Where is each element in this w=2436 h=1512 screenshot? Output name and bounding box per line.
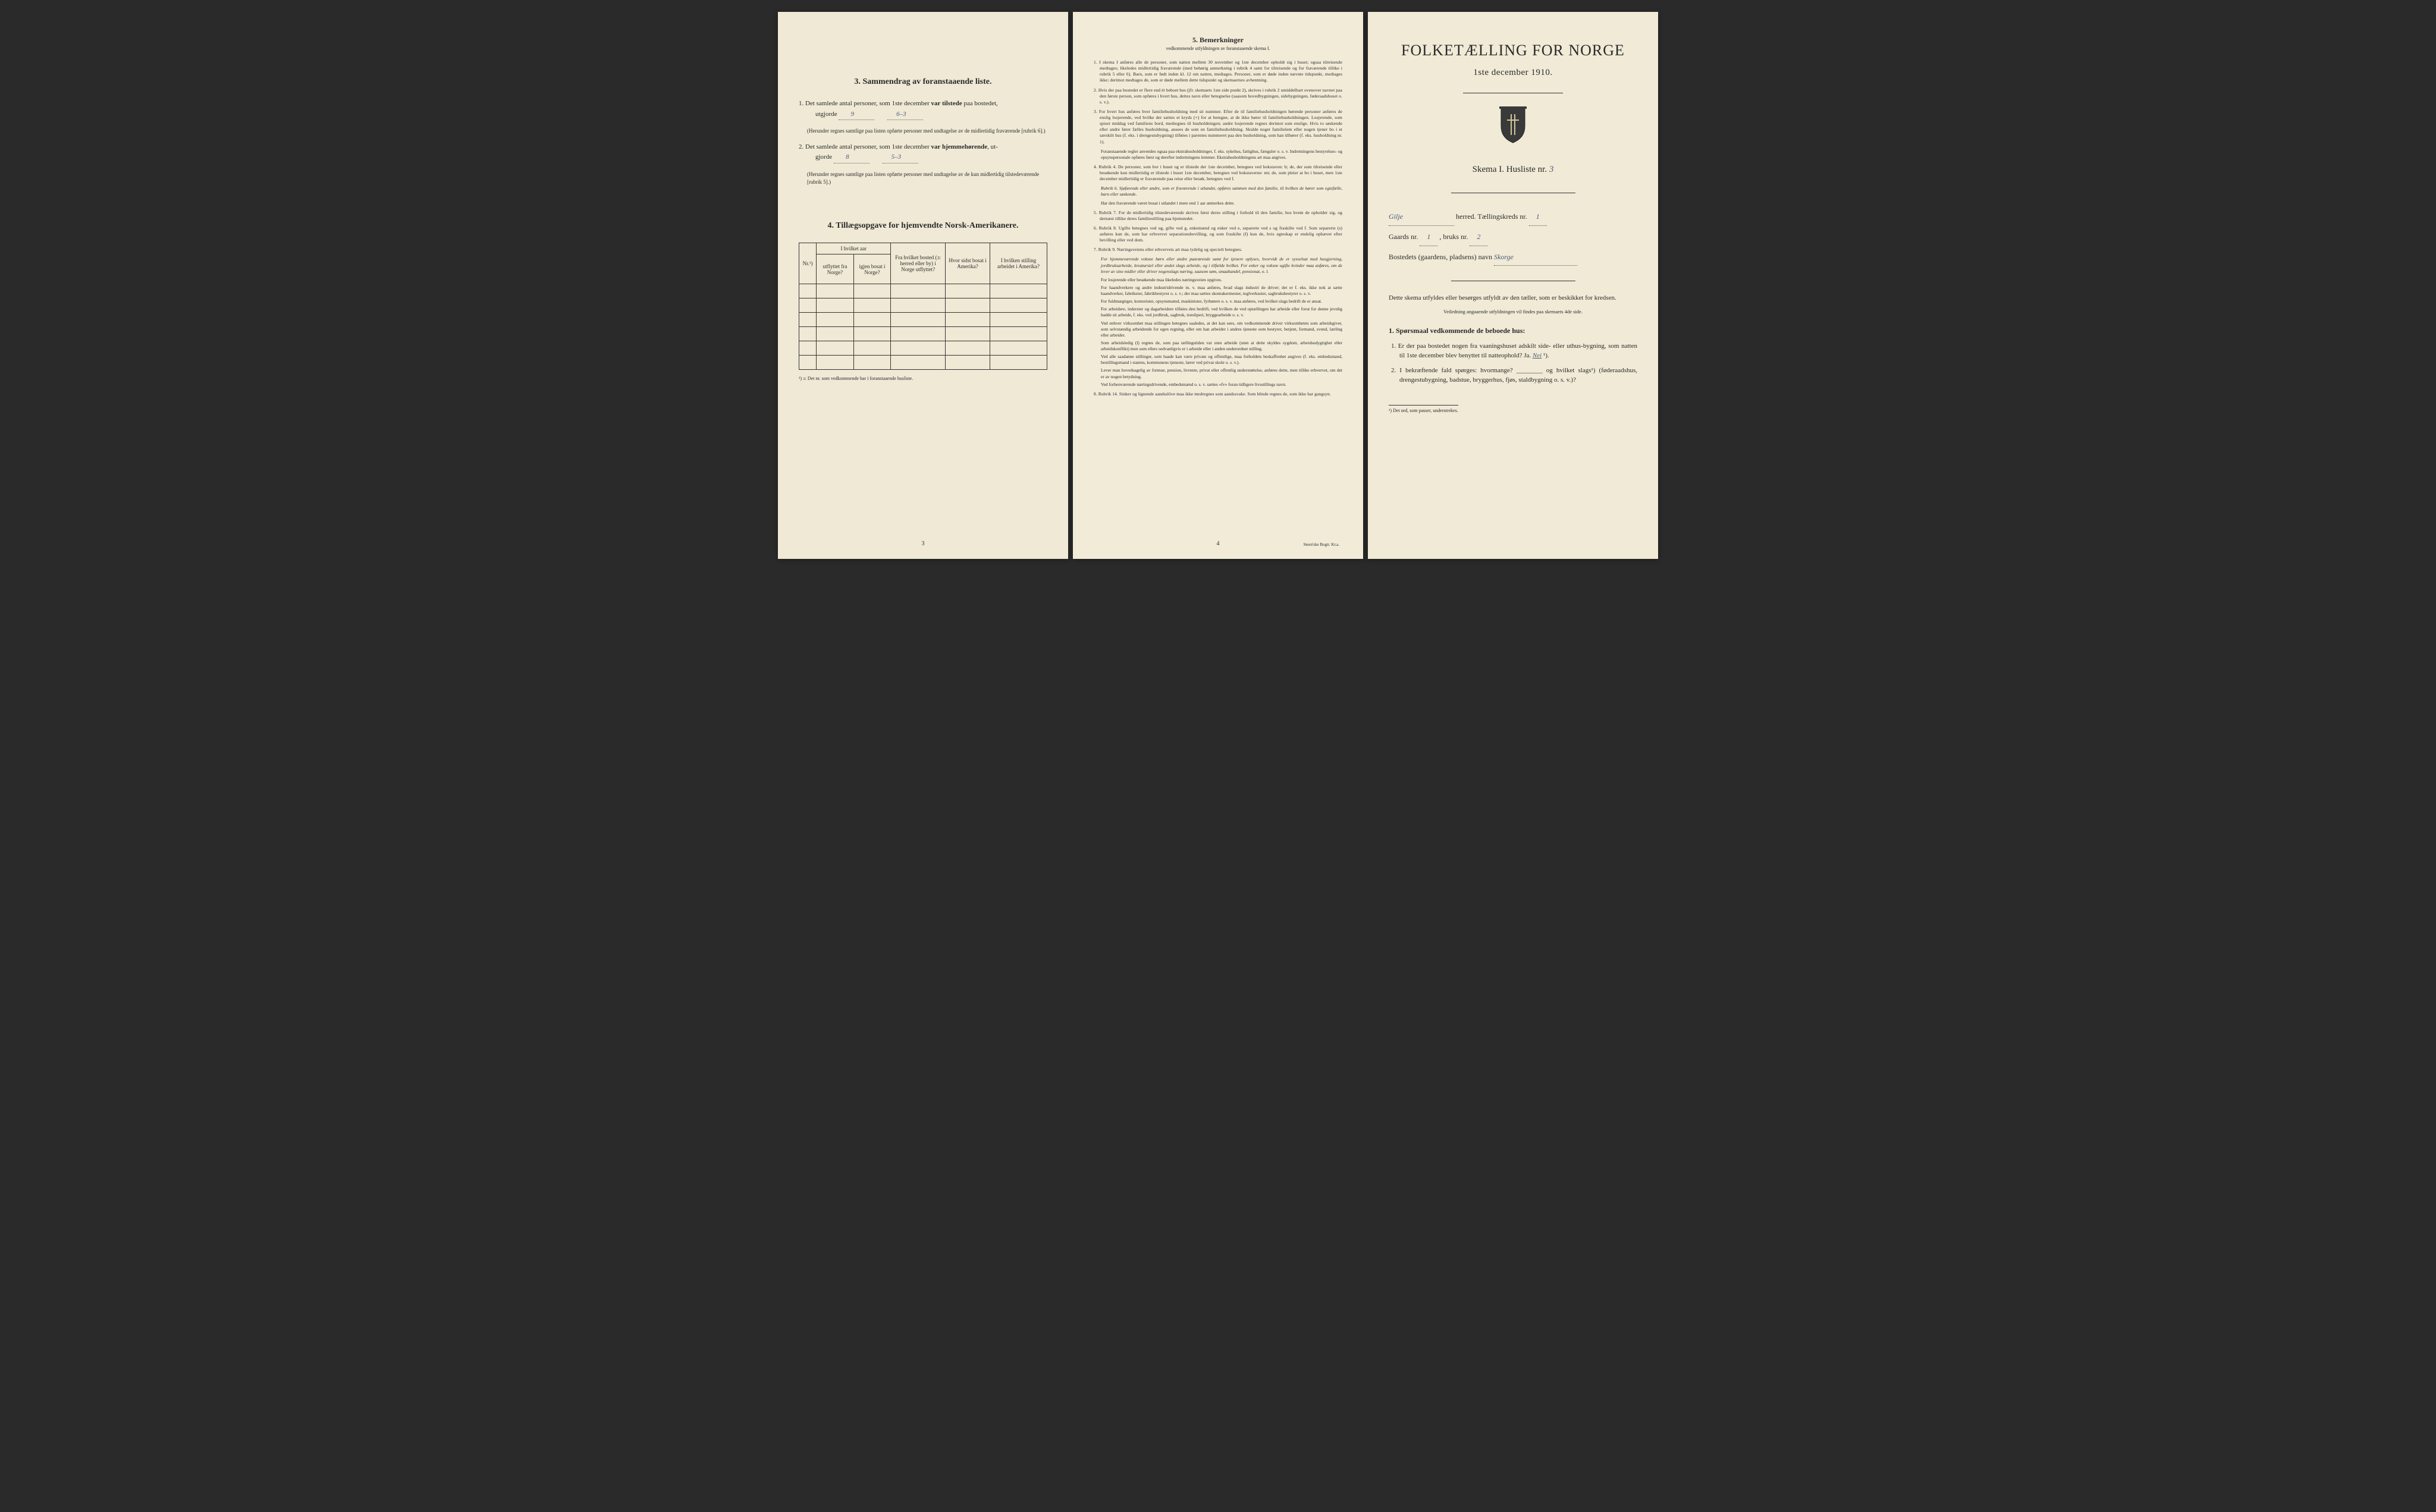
page3-footnote: ¹) Det ord, som passer, understrekes. bbox=[1389, 405, 1458, 413]
coat-of-arms-icon bbox=[1389, 105, 1637, 147]
remark-6: 6. Rubrik 8. Ugifte betegnes ved ug, gif… bbox=[1094, 225, 1342, 243]
bruks-nr: 2 bbox=[1470, 228, 1487, 246]
section-5-subtitle: vedkommende utfyldningen av foranstaaend… bbox=[1094, 46, 1342, 51]
amerika-table: Nr.¹) I hvilket aar Fra hvilket bosted (… bbox=[799, 243, 1047, 370]
remark-5: 5. Rubrik 7. For de midlertidig tilstede… bbox=[1094, 210, 1342, 222]
table-row bbox=[799, 313, 1047, 327]
herred-name: Gilje bbox=[1389, 208, 1454, 226]
remark-7-sub-f: Ved enhver virksomhet maa stillingen bet… bbox=[1101, 320, 1342, 338]
page-number-1: 3 bbox=[922, 540, 925, 547]
instruction-small: Veiledning angaaende utfyldningen vil fi… bbox=[1389, 309, 1637, 315]
husliste-nr: 3 bbox=[1549, 165, 1554, 174]
remark-4-sub-a: Rubrik 6. Sjøfarende eller andre, som er… bbox=[1101, 186, 1342, 197]
remark-7-sub-h: Ved alle saadanne stillinger, som baade … bbox=[1101, 354, 1342, 366]
answer-nei: Nei bbox=[1533, 352, 1542, 359]
remark-7-sub-b: For losjerende eller besøkende maa likel… bbox=[1101, 277, 1342, 283]
table-row bbox=[799, 284, 1047, 298]
kreds-nr: 1 bbox=[1529, 208, 1547, 226]
item-1: 1. Det samlede antal personer, som 1ste … bbox=[799, 99, 1047, 120]
remark-7: 7. Rubrik 9. Næringsveiens eller erhverv… bbox=[1094, 247, 1342, 253]
table-row bbox=[799, 341, 1047, 356]
instruction-text: Dette skema utfyldes eller besørges utfy… bbox=[1389, 293, 1637, 304]
col-emigrated: utflyttet fra Norge? bbox=[817, 254, 854, 284]
table-row bbox=[799, 356, 1047, 370]
remark-3-sub: Foranstaaende regler anvendes ogsaa paa … bbox=[1101, 149, 1342, 161]
col-where: Hvor sidst bosat i Amerika? bbox=[946, 243, 990, 284]
present-breakdown: 6–3 bbox=[887, 109, 923, 121]
section-5-title: 5. Bemerkninger bbox=[1094, 36, 1342, 45]
remark-7-sub-j: Ved forhenværende næringsdrivende, embed… bbox=[1101, 382, 1342, 388]
table-row bbox=[799, 298, 1047, 313]
col-nr: Nr.¹) bbox=[799, 243, 817, 284]
remark-7-sub-g: Som arbeidsledig (l) regnes de, som paa … bbox=[1101, 340, 1342, 352]
item-2-note: (Herunder regnes samtlige paa listen opf… bbox=[807, 171, 1047, 186]
item-2: 2. Det samlede antal personer, som 1ste … bbox=[799, 142, 1047, 164]
table-footnote: ¹) ɔ: Det nr. som vedkommende har i fora… bbox=[799, 376, 1047, 381]
printer-imprint: Steen'ske Bogtr. Kr.a. bbox=[1303, 542, 1339, 547]
section-3-title: 3. Sammendrag av foranstaaende liste. bbox=[799, 77, 1047, 87]
table-row bbox=[799, 327, 1047, 341]
census-date: 1ste december 1910. bbox=[1389, 68, 1637, 78]
col-occupation: I hvilken stilling arbeidet i Amerika? bbox=[990, 243, 1047, 284]
bosted-name: Skorge bbox=[1494, 249, 1577, 266]
gaards-nr: 1 bbox=[1420, 228, 1437, 246]
col-from: Fra hvilket bosted (ɔ: herred eller by) … bbox=[891, 243, 946, 284]
page-2: 5. Bemerkninger vedkommende utfyldningen… bbox=[1073, 12, 1363, 559]
page-1: 3. Sammendrag av foranstaaende liste. 1.… bbox=[778, 12, 1068, 559]
skema-line: Skema I. Husliste nr. 3 bbox=[1389, 165, 1637, 175]
remark-1: 1. I skema I anføres alle de personer, s… bbox=[1094, 59, 1342, 84]
remark-7-sub-c: For haandverkere og andre industridriven… bbox=[1101, 285, 1342, 297]
item-1-note: (Herunder regnes samtlige paa listen opf… bbox=[807, 127, 1047, 135]
remark-8: 8. Rubrik 14. Sinker og lignende aandssl… bbox=[1094, 391, 1342, 397]
remark-2: 2. Hvis der paa bostedet er flere end ét… bbox=[1094, 87, 1342, 105]
remark-7-sub-a: For hjemmeværende voksne børn eller andr… bbox=[1101, 256, 1342, 274]
remark-4-sub-b: Har den fraværende været bosat i utlande… bbox=[1101, 200, 1342, 206]
remark-7-sub-i: Lever man hovedsagelig av formue, pensio… bbox=[1101, 367, 1342, 379]
document-title: FOLKETÆLLING FOR NORGE bbox=[1389, 42, 1637, 59]
total-present: 9 bbox=[839, 109, 874, 121]
question-1: 1. Er der paa bostedet nogen fra vaaning… bbox=[1399, 341, 1637, 361]
section-4-title: 4. Tillægsopgave for hjemvendte Norsk-Am… bbox=[799, 221, 1047, 231]
resident-breakdown: 5–3 bbox=[883, 152, 918, 164]
remark-7-sub-d: For fuldmægtiger, kontorister, opsynsmæn… bbox=[1101, 298, 1342, 304]
remark-4: 4. Rubrik 4. De personer, som bor i huse… bbox=[1094, 164, 1342, 182]
total-resident: 8 bbox=[834, 152, 869, 164]
remark-3: 3. For hvert hus anføres hver familiehus… bbox=[1094, 109, 1342, 145]
col-year-header: I hvilket aar bbox=[817, 243, 891, 254]
question-header: 1. Spørsmaal vedkommende de beboede hus: bbox=[1389, 326, 1637, 335]
census-document: 3. Sammendrag av foranstaaende liste. 1.… bbox=[778, 12, 1658, 559]
remark-7-sub-e: For arbeidere, inderster og dagarbeidere… bbox=[1101, 306, 1342, 318]
page-number-2: 4 bbox=[1217, 540, 1220, 547]
page-3: FOLKETÆLLING FOR NORGE 1ste december 191… bbox=[1368, 12, 1658, 559]
question-2: 2. I bekræftende fald spørges: hvormange… bbox=[1399, 366, 1637, 385]
location-block: Gilje herred. Tællingskreds nr. 1 Gaards… bbox=[1389, 208, 1637, 266]
col-returned: igjen bosat i Norge? bbox=[853, 254, 891, 284]
